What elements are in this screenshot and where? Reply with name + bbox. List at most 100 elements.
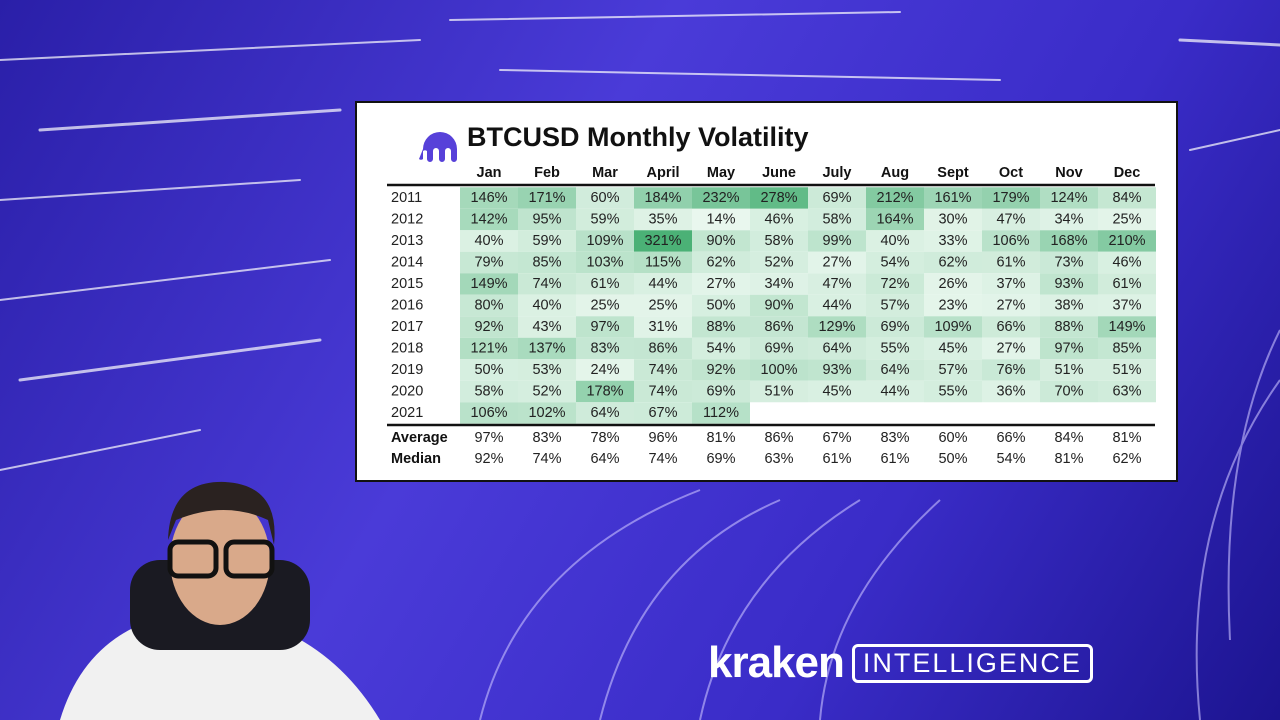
heat-cell (1040, 273, 1098, 295)
cell-value: 55% (938, 383, 967, 399)
cell-value: 121% (470, 340, 507, 356)
heat-cell (518, 402, 576, 424)
heat-cell (924, 316, 982, 338)
summary-value: 83% (532, 430, 561, 446)
cell-value: 232% (702, 190, 739, 206)
cell-value: 55% (880, 340, 909, 356)
heat-cell (750, 251, 808, 274)
cell-value: 44% (648, 276, 677, 292)
heat-cell (692, 337, 750, 360)
cell-value: 52% (764, 254, 793, 270)
heat-cell (634, 251, 692, 274)
heat-cell (750, 187, 808, 209)
cell-value: 37% (996, 276, 1025, 292)
heat-cell (982, 294, 1040, 317)
heat-cell (1098, 230, 1156, 252)
brand-name: kraken (708, 638, 845, 687)
cell-value: 74% (532, 276, 561, 292)
heat-cell (460, 402, 518, 424)
summary-value: 83% (880, 430, 909, 446)
heat-cell (808, 380, 866, 403)
cell-value: 54% (880, 254, 909, 270)
heat-cell (634, 337, 692, 360)
column-header: July (822, 165, 851, 181)
cell-value: 109% (934, 319, 971, 335)
heat-cell (576, 316, 634, 338)
heat-cell (750, 273, 808, 295)
summary-value: 50% (938, 451, 967, 467)
heat-cell (866, 294, 924, 317)
heat-cell (982, 230, 1040, 252)
row-label: 2012 (391, 211, 423, 227)
heat-cell (924, 359, 982, 381)
column-header: Aug (881, 165, 909, 181)
cell-value: 44% (822, 297, 851, 313)
heat-cell (576, 380, 634, 403)
column-header: Feb (534, 165, 560, 181)
cell-value: 34% (1054, 211, 1083, 227)
cell-value: 67% (648, 405, 677, 421)
cell-value: 90% (706, 233, 735, 249)
heat-cell (634, 380, 692, 403)
cell-value: 79% (474, 254, 503, 270)
cell-value: 24% (590, 362, 619, 378)
heat-cell (1098, 316, 1156, 338)
cell-value: 124% (1050, 190, 1087, 206)
cell-value: 100% (760, 362, 797, 378)
heat-cell (866, 208, 924, 231)
cell-value: 84% (1112, 190, 1141, 206)
volatility-table: BTCUSD Monthly Volatility Jan Feb Mar April… (355, 101, 1178, 482)
heat-cell (982, 337, 1040, 360)
cell-value: 46% (764, 211, 793, 227)
summary-value: 74% (532, 451, 561, 467)
heat-cell (1040, 294, 1098, 317)
heat-cell (1040, 380, 1098, 403)
cell-value: 38% (1054, 297, 1083, 313)
heat-cell (924, 294, 982, 317)
heat-cell (924, 187, 982, 209)
heat-cell (460, 273, 518, 295)
heat-cell (634, 359, 692, 381)
cell-value: 129% (818, 319, 855, 335)
cell-value: 106% (992, 233, 1029, 249)
heat-cell (924, 230, 982, 252)
cell-value: 115% (645, 254, 681, 270)
heat-cell (460, 294, 518, 317)
cell-value: 95% (532, 211, 561, 227)
heat-cell (1040, 187, 1098, 209)
cell-value: 50% (706, 297, 735, 313)
column-header: Mar (592, 165, 618, 181)
heat-cell (808, 337, 866, 360)
heat-cell (518, 251, 576, 274)
presenter (60, 481, 380, 720)
row-label: 2014 (391, 254, 423, 270)
cell-value: 90% (764, 297, 793, 313)
cell-value: 27% (996, 297, 1025, 313)
heat-cell (692, 316, 750, 338)
summary-label: Average (391, 430, 448, 446)
heat-cell (692, 187, 750, 209)
cell-value: 40% (532, 297, 561, 313)
heat-cell (692, 230, 750, 252)
summary-value: 64% (590, 451, 619, 467)
heat-cell (924, 273, 982, 295)
summary-value: 66% (996, 430, 1025, 446)
heat-cell (750, 230, 808, 252)
heat-cell (982, 208, 1040, 231)
table-title: BTCUSD Monthly Volatility (467, 122, 809, 152)
brand-tag: INTELLIGENCE (851, 643, 1093, 683)
heat-cell (808, 251, 866, 274)
cell-value: 33% (938, 233, 967, 249)
heat-cell (692, 294, 750, 317)
cell-value: 58% (474, 383, 503, 399)
heat-cell (808, 187, 866, 209)
heat-cell (692, 380, 750, 403)
cell-value: 86% (764, 319, 793, 335)
heat-cell (750, 316, 808, 338)
heat-cell (576, 402, 634, 424)
column-header: June (762, 165, 796, 181)
cell-value: 23% (938, 297, 967, 313)
heat-cell (576, 337, 634, 360)
heat-cell (982, 380, 1040, 403)
